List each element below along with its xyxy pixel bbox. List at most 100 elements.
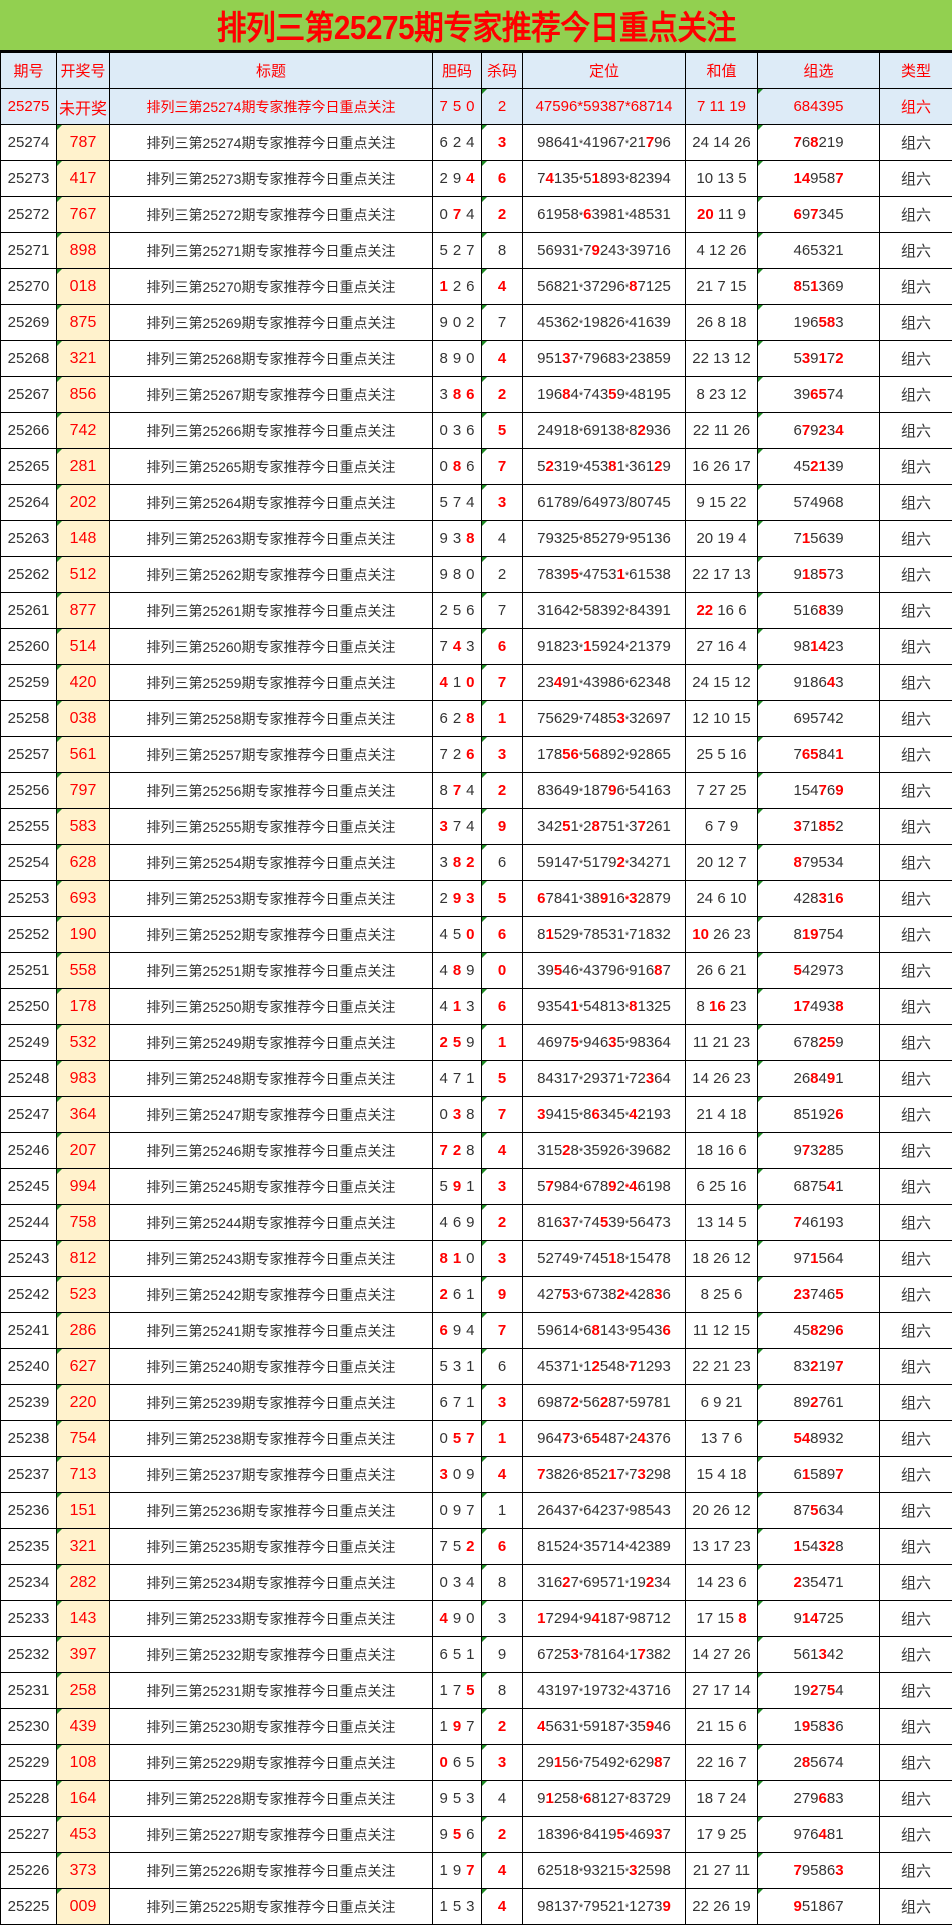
row-title[interactable]: 排列三第25249期专家推荐今日重点关注	[110, 1025, 433, 1061]
row-title[interactable]: 排列三第25226期专家推荐今日重点关注	[110, 1853, 433, 1889]
row-title[interactable]: 排列三第25274期专家推荐今日重点关注	[110, 89, 433, 125]
row-title[interactable]: 排列三第25246期专家推荐今日重点关注	[110, 1133, 433, 1169]
row-title[interactable]: 排列三第25244期专家推荐今日重点关注	[110, 1205, 433, 1241]
digit: 7	[600, 1538, 608, 1555]
row-title[interactable]: 排列三第25248期专家推荐今日重点关注	[110, 1061, 433, 1097]
row-title[interactable]: 排列三第25227期专家推荐今日重点关注	[110, 1817, 433, 1853]
digit: 1	[835, 746, 843, 763]
row-title[interactable]: 排列三第25264期专家推荐今日重点关注	[110, 485, 433, 521]
digit: 4	[802, 170, 810, 187]
row-title[interactable]: 排列三第25255期专家推荐今日重点关注	[110, 809, 433, 845]
row-title[interactable]: 排列三第25256期专家推荐今日重点关注	[110, 773, 433, 809]
digit: 9	[591, 1718, 599, 1735]
row-title[interactable]: 排列三第25259期专家推荐今日重点关注	[110, 665, 433, 701]
digit: 9	[545, 854, 553, 871]
digit: 6	[617, 962, 625, 979]
row-title[interactable]: 排列三第25253期专家推荐今日重点关注	[110, 881, 433, 917]
row-title[interactable]: 排列三第25273期专家推荐今日重点关注	[110, 161, 433, 197]
row-title[interactable]: 排列三第25260期专家推荐今日重点关注	[110, 629, 433, 665]
row-title[interactable]: 排列三第25243期专家推荐今日重点关注	[110, 1241, 433, 1277]
digit: 9	[802, 206, 810, 223]
digit: 4	[439, 1610, 447, 1627]
row-title[interactable]: 排列三第25230期专家推荐今日重点关注	[110, 1709, 433, 1745]
row-title[interactable]: 排列三第25267期专家推荐今日重点关注	[110, 377, 433, 413]
digit: 8	[637, 1610, 645, 1627]
row-title[interactable]: 排列三第25228期专家推荐今日重点关注	[110, 1781, 433, 1817]
row-title[interactable]: 排列三第25240期专家推荐今日重点关注	[110, 1349, 433, 1385]
row-title[interactable]: 排列三第25272期专家推荐今日重点关注	[110, 197, 433, 233]
row-title[interactable]: 排列三第25263期专家推荐今日重点关注	[110, 521, 433, 557]
row-title[interactable]: 排列三第25266期专家推荐今日重点关注	[110, 413, 433, 449]
digit: 2	[835, 818, 843, 835]
row-title[interactable]: 排列三第25225期专家推荐今日重点关注	[110, 1889, 433, 1925]
type: 组六	[880, 1349, 952, 1385]
digit: 6	[793, 1178, 801, 1195]
row-title[interactable]: 排列三第25229期专家推荐今日重点关注	[110, 1745, 433, 1781]
digit: 9	[571, 782, 579, 799]
row-title[interactable]: 排列三第25245期专家推荐今日重点关注	[110, 1169, 433, 1205]
row-title[interactable]: 排列三第25262期专家推荐今日重点关注	[110, 557, 433, 593]
sum-values: 27 17 14	[686, 1673, 758, 1709]
row-title[interactable]: 排列三第25254期专家推荐今日重点关注	[110, 845, 433, 881]
digit: 1	[453, 998, 461, 1015]
digit: 9	[663, 350, 671, 367]
row-title[interactable]: 排列三第25232期专家推荐今日重点关注	[110, 1637, 433, 1673]
row-title[interactable]: 排列三第25270期专家推荐今日重点关注	[110, 269, 433, 305]
row-title[interactable]: 排列三第25237期专家推荐今日重点关注	[110, 1457, 433, 1493]
digit: 5	[819, 386, 827, 403]
digit: 5	[554, 1862, 562, 1879]
digit: 6	[537, 494, 545, 511]
row-title[interactable]: 排列三第25265期专家推荐今日重点关注	[110, 449, 433, 485]
digit: 5	[637, 1718, 645, 1735]
row-title[interactable]: 排列三第25233期专家推荐今日重点关注	[110, 1601, 433, 1637]
sum-values: 4 12 26	[686, 233, 758, 269]
digit: 1	[600, 1826, 608, 1843]
row-title[interactable]: 排列三第25241期专家推荐今日重点关注	[110, 1313, 433, 1349]
row-title[interactable]: 排列三第25231期专家推荐今日重点关注	[110, 1673, 433, 1709]
digit: 6	[819, 1790, 827, 1807]
digit: 6	[600, 350, 608, 367]
digit: 7	[545, 1178, 553, 1195]
row-title[interactable]: 排列三第25269期专家推荐今日重点关注	[110, 305, 433, 341]
kill-code: 4	[482, 341, 523, 377]
digit: 2	[591, 1358, 599, 1375]
digit: 8	[637, 1502, 645, 1519]
row-title[interactable]: 排列三第25261期专家推荐今日重点关注	[110, 593, 433, 629]
digit: 5	[646, 1502, 654, 1519]
row-title[interactable]: 排列三第25236期专家推荐今日重点关注	[110, 1493, 433, 1529]
row-title[interactable]: 排列三第25235期专家推荐今日重点关注	[110, 1529, 433, 1565]
digit: 1	[571, 1358, 579, 1375]
digit: 4	[498, 1790, 506, 1807]
digit: 4	[591, 1502, 599, 1519]
draw-number: 628	[57, 845, 110, 881]
row-title[interactable]: 排列三第25247期专家推荐今日重点关注	[110, 1097, 433, 1133]
group-select: 819754	[758, 917, 880, 953]
row-title[interactable]: 排列三第25258期专家推荐今日重点关注	[110, 701, 433, 737]
digit: 8	[793, 278, 801, 295]
digit: 7	[617, 1502, 625, 1519]
row-title[interactable]: 排列三第25251期专家推荐今日重点关注	[110, 953, 433, 989]
row-title[interactable]: 排列三第25238期专家推荐今日重点关注	[110, 1421, 433, 1457]
kill-code: 3	[482, 1745, 523, 1781]
row-title[interactable]: 排列三第25268期专家推荐今日重点关注	[110, 341, 433, 377]
row-title[interactable]: 排列三第25234期专家推荐今日重点关注	[110, 1565, 433, 1601]
row-title[interactable]: 排列三第25242期专家推荐今日重点关注	[110, 1277, 433, 1313]
digit: 8	[835, 998, 843, 1015]
row-title[interactable]: 排列三第25274期专家推荐今日重点关注	[110, 125, 433, 161]
row-title[interactable]: 排列三第25250期专家推荐今日重点关注	[110, 989, 433, 1025]
digit: 4	[545, 818, 553, 835]
digit: 6	[617, 278, 625, 295]
digit: 3	[793, 818, 801, 835]
digit: 7	[654, 1430, 662, 1447]
kill-code: 2	[482, 557, 523, 593]
row-title[interactable]: 排列三第25257期专家推荐今日重点关注	[110, 737, 433, 773]
kill-code: 5	[482, 413, 523, 449]
row-title[interactable]: 排列三第25252期专家推荐今日重点关注	[110, 917, 433, 953]
digit: 9	[600, 494, 608, 511]
row-title[interactable]: 排列三第25271期专家推荐今日重点关注	[110, 233, 433, 269]
row-title[interactable]: 排列三第25239期专家推荐今日重点关注	[110, 1385, 433, 1421]
digit: 9	[608, 746, 616, 763]
